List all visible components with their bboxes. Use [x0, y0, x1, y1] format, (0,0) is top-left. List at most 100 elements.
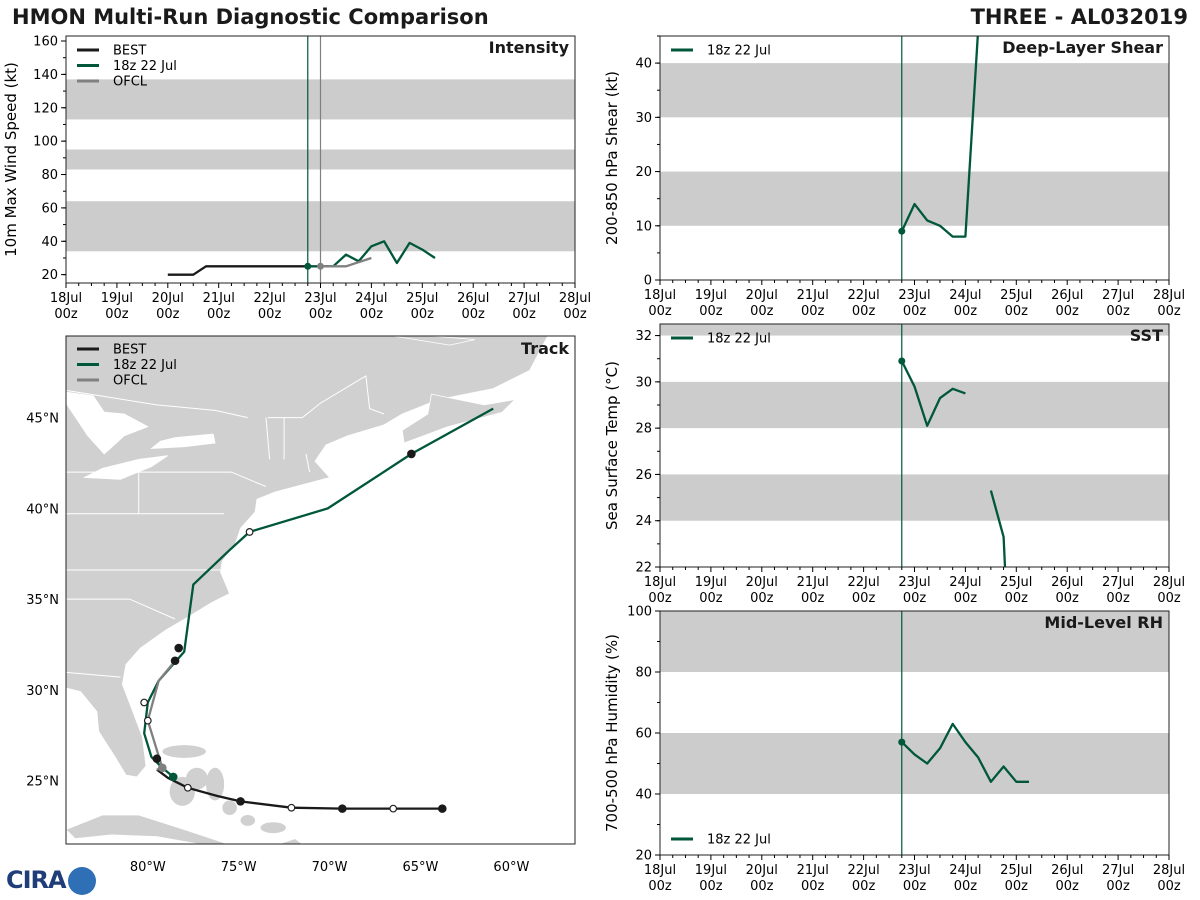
x-tick-label: 22Jul [253, 291, 285, 306]
panel-shear: 01020304018Jul00z19Jul00z20Jul00z21Jul00… [603, 35, 1185, 319]
x-tick-label: 00z [258, 307, 282, 322]
x-tick-label: 00z [903, 591, 927, 606]
x-tick-label: 00z [852, 304, 876, 319]
x-tick-label: 00z [954, 591, 978, 606]
x-tick-label: 00z [54, 307, 78, 322]
lon-tick-label: 65°W [403, 860, 439, 875]
map-area [66, 336, 575, 844]
x-tick-label: 21Jul [797, 575, 829, 590]
y-tick-label: 28 [635, 422, 652, 437]
lat-tick-label: 30°N [26, 684, 59, 699]
y-tick-label: 60 [41, 201, 58, 216]
x-tick-label: 00z [1005, 879, 1029, 894]
y-tick-label: 26 [635, 468, 652, 483]
lon-tick-label: 60°W [493, 860, 529, 875]
x-tick-label: 00z [105, 307, 129, 322]
x-tick-label: 00z [462, 307, 486, 322]
bahamas-island [162, 745, 206, 758]
x-tick-label: 18Jul [644, 575, 676, 590]
y-axis-label: 200-850 hPa Shear (kt) [603, 71, 621, 245]
panel-title: Deep-Layer Shear [1002, 38, 1163, 57]
x-tick-label: 00z [801, 591, 825, 606]
x-tick-label: 25Jul [1000, 288, 1032, 303]
x-tick-label: 18Jul [644, 863, 676, 878]
x-tick-label: 18Jul [644, 288, 676, 303]
lake-huron [66, 391, 149, 455]
track-point [407, 449, 416, 459]
y-tick-label: 0 [644, 274, 652, 289]
lat-tick-label: 25°N [26, 775, 59, 790]
x-tick-label: 27Jul [1102, 288, 1134, 303]
y-tick-label: 100 [627, 605, 652, 620]
y-tick-label: 10 [635, 219, 652, 234]
y-tick-label: 30 [635, 375, 652, 390]
y-tick-label: 60 [635, 727, 652, 742]
init-marker [304, 262, 312, 270]
x-tick-label: 28Jul [1153, 575, 1185, 590]
plot-area [660, 324, 1169, 567]
x-tick-label: 00z [309, 307, 333, 322]
shaded-band [660, 324, 1169, 336]
y-tick-label: 40 [41, 235, 58, 250]
x-tick-label: 00z [648, 304, 672, 319]
init-marker [898, 738, 906, 746]
track-point [158, 763, 167, 773]
x-tick-label: 27Jul [1102, 863, 1134, 878]
legend-label: 18z 22 Jul [707, 44, 771, 59]
x-tick-label: 00z [1106, 591, 1130, 606]
x-tick-label: 00z [903, 879, 927, 894]
lake-ontario [150, 433, 216, 449]
legend-label: 18z 22 Jul [113, 59, 177, 74]
bahamas-island [222, 800, 237, 815]
legend-label: 18z 22 Jul [113, 358, 177, 373]
cuba-land [66, 814, 228, 844]
border-line [265, 417, 271, 460]
x-tick-label: 00z [750, 304, 774, 319]
x-tick-label: 25Jul [1000, 863, 1032, 878]
x-tick-label: 24Jul [949, 863, 981, 878]
x-tick-label: 00z [699, 304, 723, 319]
track-open-point [389, 804, 398, 813]
hispaniola-land [278, 838, 303, 844]
cira-logo-text: CIRA [6, 866, 67, 894]
x-tick-label: 00z [801, 304, 825, 319]
x-tick-label: 00z [1056, 591, 1080, 606]
plot-area [660, 36, 1169, 280]
panel-sst: 22242628303218Jul00z19Jul00z20Jul00z21Ju… [603, 323, 1185, 606]
panel-intensity: 2040608010012014016018Jul00z19Jul00z20Ju… [2, 35, 591, 322]
border-line [66, 471, 267, 488]
x-tick-label: 00z [1157, 304, 1181, 319]
x-tick-label: 22Jul [847, 863, 879, 878]
x-tick-label: 00z [1157, 879, 1181, 894]
track-point [174, 643, 184, 653]
x-tick-label: 00z [1005, 304, 1029, 319]
series-line-best [167, 265, 308, 276]
x-tick-label: 21Jul [797, 288, 829, 303]
y-tick-label: 24 [635, 514, 652, 529]
x-tick-label: 00z [1157, 591, 1181, 606]
x-tick-label: 28Jul [1153, 288, 1185, 303]
x-tick-label: 22Jul [847, 288, 879, 303]
init-marker [317, 262, 324, 270]
anticosti-land [393, 336, 476, 346]
border-line [305, 453, 311, 473]
x-tick-label: 21Jul [203, 291, 235, 306]
series-line-ofcl [320, 256, 372, 268]
x-tick-label: 25Jul [406, 291, 438, 306]
lon-tick-label: 75°W [221, 860, 257, 875]
y-tick-label: 20 [635, 849, 652, 864]
x-tick-label: 00z [207, 307, 231, 322]
x-tick-label: 00z [954, 304, 978, 319]
y-tick-label: 80 [635, 666, 652, 681]
shaded-band [660, 611, 1169, 672]
x-tick-label: 00z [512, 307, 536, 322]
y-axis-label: 700-500 hPa Humidity (%) [603, 634, 621, 832]
y-tick-label: 140 [33, 68, 58, 83]
x-tick-label: 00z [1106, 304, 1130, 319]
shaded-band [660, 63, 1169, 118]
legend-label: OFCL [113, 75, 148, 90]
bahamas-island [240, 814, 256, 826]
x-tick-label: 00z [852, 591, 876, 606]
x-tick-label: 19Jul [695, 288, 727, 303]
cira-logo: CIRA [6, 866, 96, 895]
